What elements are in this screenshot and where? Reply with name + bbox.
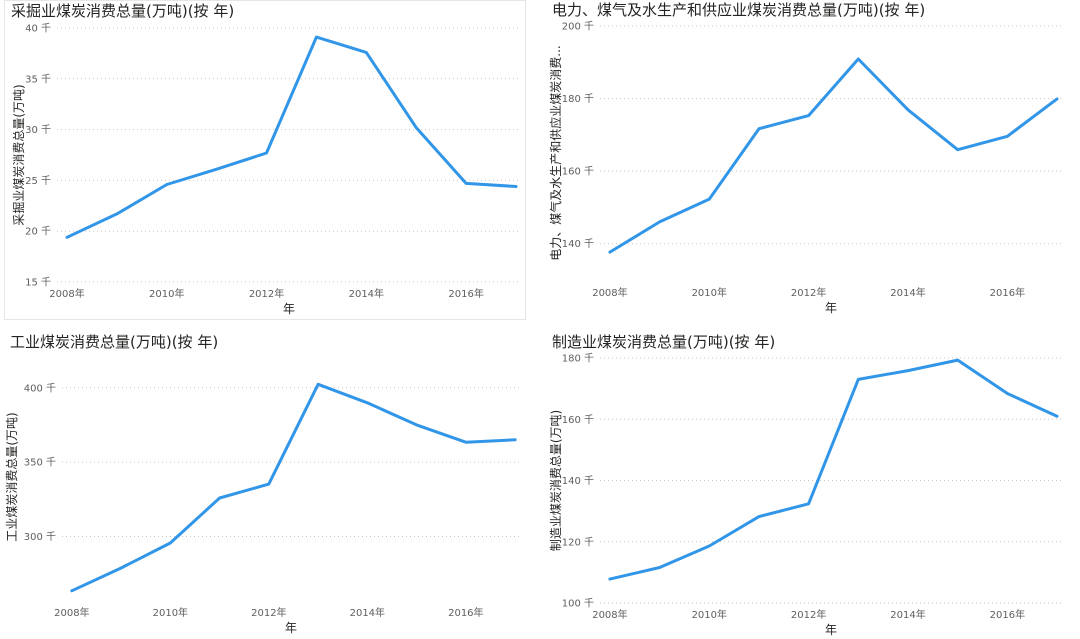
chart-title: 电力、煤气及水生产和供应业煤炭消费总量(万吨)(按 年) xyxy=(552,1,926,19)
x-tick-label: 2012年 xyxy=(249,287,284,300)
y-tick-label: 15 千 xyxy=(25,277,51,289)
x-tick-label: 2012年 xyxy=(791,608,826,621)
y-tick-label: 20 千 xyxy=(25,226,51,238)
x-tick-label: 2014年 xyxy=(350,606,385,619)
y-axis-title: 制造业煤炭消费总量(万吨) xyxy=(549,410,563,551)
x-tick-label: 2012年 xyxy=(791,286,826,299)
series-line[interactable] xyxy=(608,358,1059,581)
chart-title: 采掘业煤炭消费总量(万吨)(按 年) xyxy=(11,2,235,20)
x-axis-title: 年 xyxy=(825,301,837,315)
x-tick-label: 2008年 xyxy=(54,606,89,619)
x-tick-label: 2016年 xyxy=(990,286,1025,299)
chart-panel-mining[interactable]: 采掘业煤炭消费总量(万吨)(按 年) 15 千 20 千 25 千 30 千 35 千 4… xyxy=(4,0,526,320)
y-tick-label: 350 千 xyxy=(24,457,56,469)
line-chart-industry[interactable]: 300 千 350 千 400 千 2008年 2010年 2012年 2014年 2016年… xyxy=(4,330,526,639)
y-tick-label: 40 千 xyxy=(25,23,51,35)
series-line[interactable] xyxy=(608,57,1059,254)
y-axis-title: 工业煤炭消费总量(万吨) xyxy=(5,412,19,541)
x-axis-title: 年 xyxy=(283,302,295,316)
y-axis-title: 电力、煤气及水生产和供应业煤炭消费... xyxy=(548,45,563,260)
y-tick-label: 140 千 xyxy=(562,238,594,250)
chart-title: 制造业煤炭消费总量(万吨)(按 年) xyxy=(552,333,776,351)
y-axis-title: 采掘业煤炭消费总量(万吨) xyxy=(11,84,26,225)
x-tick-label: 2008年 xyxy=(49,287,84,300)
y-tick-label: 100 千 xyxy=(562,598,594,610)
y-tick-label: 180 千 xyxy=(562,93,594,105)
y-tick-label: 160 千 xyxy=(562,166,594,178)
x-axis-title: 年 xyxy=(285,621,297,635)
x-tick-label: 2010年 xyxy=(692,286,727,299)
x-tick-label: 2008年 xyxy=(592,286,627,299)
series-line[interactable] xyxy=(70,382,517,593)
x-tick-label: 2014年 xyxy=(890,286,925,299)
x-tick-label: 2010年 xyxy=(153,606,188,619)
x-tick-label: 2016年 xyxy=(448,287,483,300)
x-tick-label: 2010年 xyxy=(149,287,184,300)
chart-panel-industry[interactable]: 工业煤炭消费总量(万吨)(按 年) 300 千 350 千 400 千 2008年 20… xyxy=(4,330,526,639)
series-line[interactable] xyxy=(65,35,518,239)
y-tick-label: 35 千 xyxy=(25,73,51,85)
x-tick-label: 2016年 xyxy=(448,606,483,619)
line-chart-power[interactable]: 140 千 160 千 180 千 200 千 2008年 2010年 2012年 2014年… xyxy=(548,0,1076,320)
x-axis-title: 年 xyxy=(825,623,837,637)
y-tick-label: 120 千 xyxy=(562,536,594,548)
y-tick-label: 400 千 xyxy=(24,382,56,394)
y-tick-label: 25 千 xyxy=(25,175,51,187)
x-tick-label: 2014年 xyxy=(890,608,925,621)
y-tick-label: 200 千 xyxy=(562,21,594,33)
y-tick-label: 140 千 xyxy=(562,475,594,487)
chart-title: 工业煤炭消费总量(万吨)(按 年) xyxy=(10,333,219,351)
y-tick-label: 300 千 xyxy=(24,531,56,543)
y-tick-label: 180 千 xyxy=(562,353,594,365)
x-tick-label: 2014年 xyxy=(349,287,384,300)
line-chart-mining[interactable]: 15 千 20 千 25 千 30 千 35 千 40 千 2008年 2010年 2012年 2… xyxy=(5,1,527,321)
x-tick-label: 2008年 xyxy=(592,608,627,621)
y-tick-label: 160 千 xyxy=(562,414,594,426)
y-tick-label: 30 千 xyxy=(25,124,51,136)
line-chart-manufacturing[interactable]: 100 千 120 千 140 千 160 千 180 千 2008年 2010年 2012年… xyxy=(548,330,1076,639)
x-tick-label: 2012年 xyxy=(251,606,286,619)
x-tick-label: 2010年 xyxy=(692,608,727,621)
x-tick-label: 2016年 xyxy=(990,608,1025,621)
